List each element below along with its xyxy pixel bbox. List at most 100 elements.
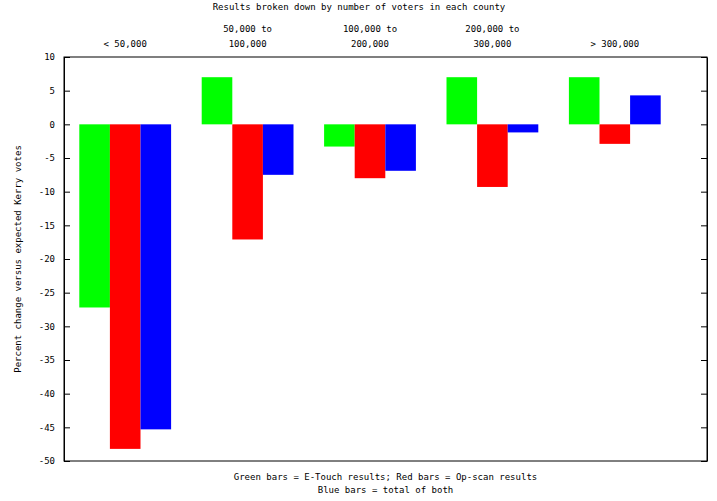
y-tick-label: -15 — [39, 221, 55, 231]
category-label: 100,000 to 200,000 — [343, 24, 397, 49]
y-tick: -40 — [39, 389, 70, 399]
y-tick-mark — [64, 326, 70, 327]
category-label: < 50,000 — [104, 39, 147, 49]
y-axis: -50-45-40-35-30-25-20-15-10-50510 — [39, 52, 70, 466]
y-tick-label: -20 — [39, 254, 55, 264]
y-tick-mark-right — [701, 158, 707, 159]
category-label: 200,000 to 300,000 — [465, 24, 519, 49]
y-tick-mark-right — [701, 293, 707, 294]
y-tick-mark — [64, 158, 70, 159]
y-tick-mark — [64, 394, 70, 395]
y-tick-mark-right — [701, 57, 707, 58]
bar — [385, 124, 416, 170]
bar — [79, 124, 110, 307]
y-tick-mark — [64, 57, 70, 58]
y-tick-mark-right — [701, 192, 707, 193]
y-tick-right — [701, 225, 707, 226]
y-tick: 10 — [44, 52, 70, 62]
category-label-line: 100,000 — [229, 39, 267, 49]
y-tick-right — [701, 394, 707, 395]
y-tick-mark-right — [701, 326, 707, 327]
bar — [508, 124, 539, 132]
category-label-line: 200,000 — [351, 39, 389, 49]
category-label: > 300,000 — [590, 39, 639, 49]
y-tick-label: -5 — [44, 153, 55, 163]
y-tick: -35 — [39, 355, 70, 365]
y-tick-mark — [64, 461, 70, 462]
y-tick-label: 10 — [44, 52, 55, 62]
y-tick-right — [701, 427, 707, 428]
y-tick: -50 — [39, 456, 70, 466]
category-label-line: 50,000 to — [223, 24, 272, 34]
y-tick-right — [701, 158, 707, 159]
y-tick-right — [701, 91, 707, 92]
y-axis-right — [701, 58, 708, 462]
bar — [232, 124, 263, 239]
y-tick: -25 — [39, 288, 70, 298]
category-label-line: < 50,000 — [104, 39, 147, 49]
category-label-line: > 300,000 — [590, 39, 639, 49]
y-tick-label: 5 — [50, 86, 55, 96]
y-tick-mark — [64, 192, 70, 193]
y-axis-title: Percent change versus expected Kerry vot… — [13, 145, 23, 373]
bar — [110, 124, 141, 449]
y-tick-mark — [64, 124, 70, 125]
y-tick: -5 — [44, 153, 70, 163]
y-tick-mark — [64, 225, 70, 226]
y-tick: -10 — [39, 187, 70, 197]
y-tick-label: -40 — [39, 389, 55, 399]
bar — [141, 124, 172, 429]
category-label-line: 200,000 to — [465, 24, 519, 34]
y-tick-mark — [64, 360, 70, 361]
y-tick: -20 — [39, 254, 70, 264]
y-tick-mark — [64, 293, 70, 294]
plot-frame — [64, 57, 707, 461]
y-tick-mark — [64, 427, 70, 428]
y-tick-label: -35 — [39, 355, 55, 365]
category-label: 50,000 to 100,000 — [223, 24, 272, 49]
chart: -50-45-40-35-30-25-20-15-10-50510Results… — [0, 0, 717, 501]
y-tick-mark-right — [701, 225, 707, 226]
y-tick-mark — [64, 91, 70, 92]
annotation: Blue bars = total of both — [318, 485, 453, 495]
y-axis-right-line — [707, 58, 708, 462]
y-tick-right — [701, 461, 707, 462]
bar — [477, 124, 508, 187]
y-tick: -45 — [39, 423, 70, 433]
y-tick-right — [701, 326, 707, 327]
y-tick-mark-right — [701, 394, 707, 395]
bar — [324, 124, 355, 146]
y-tick-mark-right — [701, 461, 707, 462]
y-tick-mark-right — [701, 259, 707, 260]
y-tick-mark — [64, 259, 70, 260]
y-tick-mark-right — [701, 360, 707, 361]
y-tick-right — [701, 360, 707, 361]
bar — [569, 77, 600, 124]
bars — [79, 77, 660, 449]
y-tick: 5 — [50, 86, 70, 96]
y-tick: 0 — [50, 120, 70, 130]
bar — [263, 124, 294, 175]
bar — [202, 77, 233, 124]
y-tick-right — [701, 192, 707, 193]
y-tick-right — [701, 57, 707, 58]
y-tick-mark-right — [701, 427, 707, 428]
category-label-line: 100,000 to — [343, 24, 397, 34]
y-tick-label: -50 — [39, 456, 55, 466]
y-tick-right — [701, 259, 707, 260]
bar — [355, 124, 386, 178]
y-tick: -30 — [39, 322, 70, 332]
y-tick-label: -10 — [39, 187, 55, 197]
y-tick: -15 — [39, 221, 70, 231]
y-tick-right — [701, 124, 707, 125]
bar — [600, 124, 631, 144]
y-tick-mark-right — [701, 124, 707, 125]
y-tick-label: -25 — [39, 288, 55, 298]
y-tick-label: -45 — [39, 423, 55, 433]
y-tick-right — [701, 293, 707, 294]
y-tick-label: -30 — [39, 322, 55, 332]
annotation: Green bars = E-Touch results; Red bars =… — [234, 472, 537, 482]
category-label-line: 300,000 — [473, 39, 511, 49]
y-tick-mark-right — [701, 91, 707, 92]
title: Results broken down by number of voters … — [213, 2, 506, 12]
